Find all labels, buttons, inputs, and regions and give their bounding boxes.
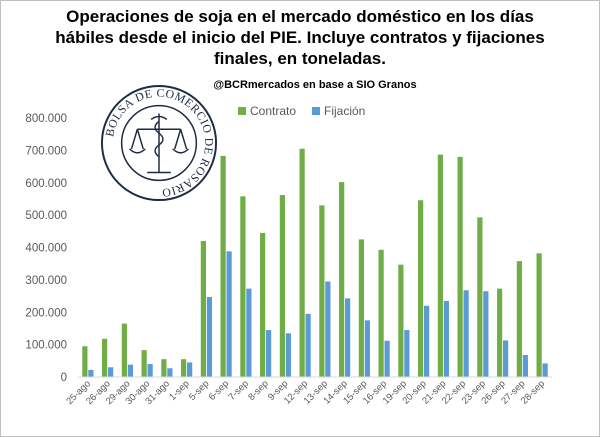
x-tick-label: 8-sep [246, 378, 271, 403]
bar-fijacion [443, 300, 449, 377]
legend-swatch-fijacion [312, 107, 320, 115]
bar-contrato [200, 241, 206, 377]
chart-subtitle: @BCRmercados en base a SIO Granos [213, 79, 417, 91]
bar-contrato [398, 264, 404, 377]
x-tick-label: 6-sep [207, 378, 232, 403]
bar-fijacion [325, 281, 331, 377]
bar-fijacion [88, 369, 94, 377]
bar-contrato [161, 359, 167, 377]
bar-fijacion [167, 368, 173, 377]
bar-fijacion [127, 364, 133, 377]
y-tick-label: 200.000 [25, 307, 67, 319]
bar-contrato [497, 288, 503, 377]
bar-fijacion [483, 291, 489, 377]
x-tick-label: 5-sep [187, 378, 212, 403]
bar-contrato [339, 182, 345, 377]
y-tick-label: 400.000 [25, 243, 67, 255]
bar-fijacion [463, 290, 469, 377]
bar-contrato [536, 253, 542, 377]
bar-contrato [121, 323, 127, 377]
bar-fijacion [187, 362, 193, 377]
bar-contrato [358, 239, 364, 377]
bar-contrato [378, 249, 384, 377]
bar-fijacion [404, 330, 410, 377]
bar-contrato [418, 200, 424, 377]
bar-contrato [299, 148, 305, 377]
bar-contrato [220, 155, 226, 377]
bar-fijacion [206, 297, 212, 377]
bar-fijacion [305, 313, 311, 377]
bar-contrato [319, 205, 325, 377]
bar-fijacion [226, 251, 232, 377]
bar-contrato [260, 232, 266, 377]
bar-fijacion [345, 298, 351, 377]
x-tick-label: 1-sep [167, 378, 192, 403]
chart-title: Operaciones de soja en el mercado domést… [55, 7, 545, 68]
y-tick-label: 700.000 [25, 145, 67, 157]
bar-fijacion [384, 340, 390, 377]
bar-contrato [82, 346, 88, 377]
bar-fijacion [266, 330, 272, 377]
bolsa-de-comercio-logo: BOLSA DE COMERCIO DE ROSARIO [100, 84, 218, 202]
bar-contrato [240, 196, 246, 377]
x-tick-label: 7-sep [226, 378, 251, 403]
y-tick-label: 800.000 [25, 113, 67, 125]
bar-contrato [279, 195, 285, 377]
bar-fijacion [246, 288, 252, 377]
legend-label-contrato: Contrato [250, 104, 296, 118]
bar-contrato [181, 359, 187, 377]
legend: Contrato Fijación [238, 104, 365, 118]
y-tick-label: 100.000 [25, 340, 67, 352]
bar-fijacion [424, 305, 430, 377]
y-tick-label: 500.000 [25, 210, 67, 222]
legend-swatch-contrato [238, 107, 246, 115]
bar-fijacion [147, 364, 153, 377]
bar-fijacion [364, 320, 370, 377]
bar-fijacion [108, 367, 114, 377]
bar-fijacion [503, 340, 509, 377]
bar-contrato [102, 338, 108, 377]
bar-fijacion [285, 333, 291, 377]
y-tick-label: 0 [61, 372, 67, 384]
bar-contrato [477, 217, 483, 377]
bar-contrato [457, 156, 463, 377]
bar-fijacion [522, 354, 528, 377]
bar-contrato [516, 261, 522, 377]
bar-fijacion [542, 363, 548, 377]
legend-label-fijacion: Fijación [324, 104, 365, 118]
bar-contrato [437, 154, 443, 377]
bar-contrato [141, 350, 147, 377]
y-tick-label: 600.000 [25, 178, 67, 190]
y-tick-label: 300.000 [25, 275, 67, 287]
